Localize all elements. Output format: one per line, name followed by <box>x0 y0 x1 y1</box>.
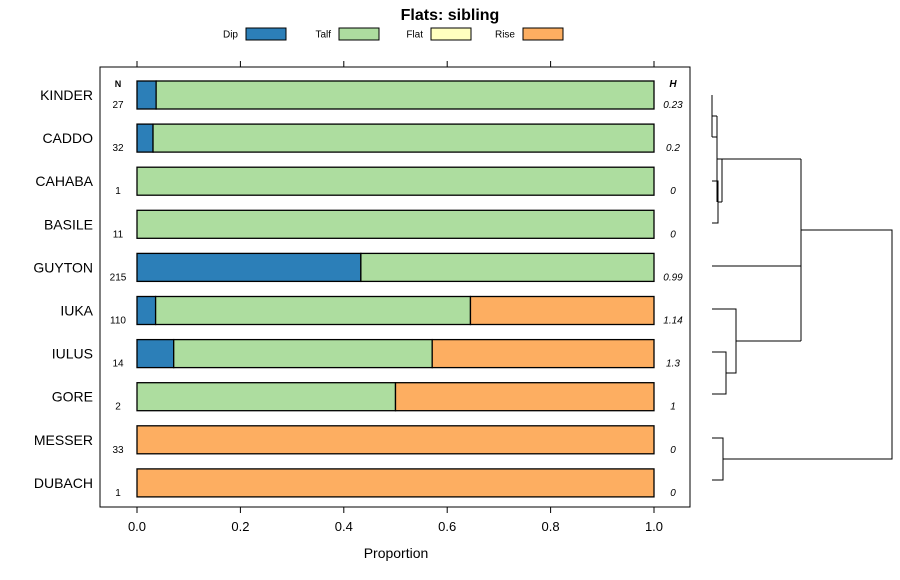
n-value: 33 <box>112 445 124 456</box>
bar-segment <box>136 166 655 196</box>
n-value: 11 <box>113 229 124 240</box>
x-tick-label: 1.0 <box>645 519 663 534</box>
h-column-header: H <box>669 79 677 90</box>
legend-swatch <box>245 27 287 41</box>
bar-segment <box>154 295 472 326</box>
bar-segment <box>136 468 655 498</box>
bar-segment <box>152 123 655 153</box>
category-label: IULUS <box>52 346 93 362</box>
plot-panel <box>99 66 691 508</box>
legend-label: Dip <box>223 30 238 41</box>
n-value: 2 <box>115 402 121 413</box>
n-value: 1 <box>115 488 121 499</box>
x-tick-label: 0.4 <box>335 519 353 534</box>
legend-swatch <box>338 27 380 41</box>
h-value: 1.3 <box>666 359 680 370</box>
category-label: GORE <box>52 389 93 405</box>
dendrogram-branch <box>712 437 724 481</box>
category-label: CADDO <box>42 130 93 146</box>
bar-segment <box>136 123 154 153</box>
h-value: 0 <box>670 186 676 197</box>
n-value: 110 <box>110 316 126 327</box>
x-tick-label: 0.6 <box>438 519 456 534</box>
dendrogram-branch <box>712 351 727 395</box>
h-value: 0 <box>670 445 676 456</box>
bar-segment <box>136 425 655 455</box>
legend-label: Flat <box>406 30 423 41</box>
bar-segment <box>469 295 655 326</box>
category-label: DUBACH <box>34 475 93 491</box>
bar-segment <box>360 252 655 283</box>
category-label: CAHABA <box>35 173 93 189</box>
x-tick-label: 0.2 <box>231 519 249 534</box>
bar-segment <box>173 338 433 369</box>
category-label: KINDER <box>40 87 93 103</box>
bar-segment <box>431 338 655 369</box>
h-value: 0.99 <box>663 272 683 283</box>
legend-label: Rise <box>495 30 515 41</box>
dendrogram <box>711 95 893 481</box>
legend-swatch <box>522 27 564 41</box>
h-value: 0.23 <box>663 100 683 111</box>
x-axis-title: Proportion <box>364 545 429 561</box>
category-label: GUYTON <box>33 259 93 275</box>
legend-label: Talf <box>315 30 331 41</box>
dendrogram-branch <box>723 229 893 460</box>
bars-group <box>136 80 655 498</box>
h-value: 0 <box>670 488 676 499</box>
dendrogram-branch <box>711 95 718 138</box>
bar-segment <box>394 382 655 412</box>
bar-segment <box>136 80 157 110</box>
x-tick-label: 0.8 <box>542 519 560 534</box>
category-label: IUKA <box>60 303 93 319</box>
n-value: 215 <box>110 272 127 283</box>
bar-segment <box>136 382 397 412</box>
x-tick-label: 0.0 <box>128 519 146 534</box>
category-label: BASILE <box>44 216 93 232</box>
bar-segment <box>136 338 175 369</box>
legend-swatch <box>430 27 472 41</box>
n-value: 1 <box>115 186 121 197</box>
bar-segment <box>136 252 362 283</box>
n-column-header: N <box>115 79 122 89</box>
dendrogram-branch <box>712 158 802 342</box>
chart-title: Flats: sibling <box>401 7 500 24</box>
dendrogram-branch <box>712 308 737 374</box>
h-value: 1.14 <box>663 316 683 327</box>
n-value: 32 <box>112 143 124 154</box>
bar-segment <box>155 80 655 110</box>
h-value: 0.2 <box>666 143 680 154</box>
n-value: 14 <box>112 359 124 370</box>
bar-segment <box>136 295 157 326</box>
legend: Dip Talf Flat Rise <box>223 27 564 41</box>
n-value: 27 <box>112 100 124 111</box>
bar-segment <box>136 209 655 239</box>
h-value: 0 <box>670 229 676 240</box>
x-axis: 0.0 0.2 0.4 0.6 0.8 1.0 <box>128 61 663 534</box>
category-label: MESSER <box>34 432 93 448</box>
dendrogram-branch <box>716 126 723 203</box>
h-value: 1 <box>670 402 676 413</box>
